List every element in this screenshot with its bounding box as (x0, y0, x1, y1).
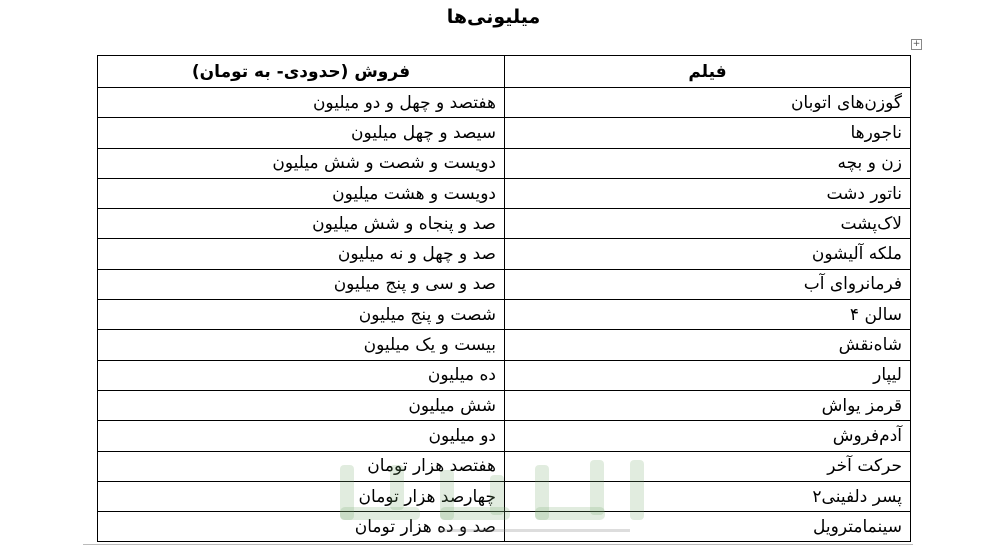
sales-cell: صد و چهل و نه میلیون (97, 238, 505, 270)
table-row: لاک‌پشت صد و پنجاه و شش میلیون (97, 208, 911, 240)
table-row: فرمانروای آب صد و سی و پنج میلیون (97, 268, 911, 301)
sales-cell: سیصد و چهل میلیون (97, 117, 505, 149)
table-row: آدم‌فروش دو میلیون (97, 420, 911, 452)
header-film: فیلم (504, 55, 911, 88)
sales-cell: صد و پنجاه و شش میلیون (97, 208, 505, 240)
film-cell: لیپار (504, 359, 911, 391)
film-cell: آدم‌فروش (504, 420, 911, 452)
sales-cell: صد و ده هزار تومان (97, 511, 505, 543)
table-row: لیپار ده میلیون (97, 359, 911, 391)
sales-cell: شش میلیون (97, 389, 505, 422)
film-cell: ناتور دشت (504, 177, 911, 210)
table-row: شاه‌نقش بیست و یک میلیون (97, 329, 911, 361)
sales-cell: ده میلیون (97, 359, 505, 391)
table-row: حرکت آخر هفتصد هزار تومان (97, 450, 911, 482)
sales-cell: دو میلیون (97, 420, 505, 452)
table-row: سینمامترویل صد و ده هزار تومان (97, 511, 911, 543)
table-row: ناتور دشت دویست و هشت میلیون (97, 177, 911, 210)
table-header-row: فیلم فروش (حدودی- به تومان) (97, 55, 911, 88)
film-cell: گوزن‌های اتوبان (504, 86, 911, 119)
sales-cell: صد و سی و پنج میلیون (97, 268, 505, 301)
table-row: گوزن‌های اتوبان هفتصد و چهل و دو میلیون (97, 86, 911, 119)
table-row: سالن ۴ شصت و پنج میلیون (97, 299, 911, 331)
page-edge-divider (83, 544, 913, 545)
film-cell: زن و بچه (504, 147, 911, 179)
document-title: میلیونی‌ها (446, 6, 541, 28)
film-cell: ناجورها (504, 117, 911, 149)
header-sales: فروش (حدودی- به تومان) (97, 55, 505, 88)
film-cell: حرکت آخر (504, 450, 911, 482)
sales-cell: چهارصد هزار تومان (97, 480, 505, 513)
sales-cell: هفتصد هزار تومان (97, 450, 505, 482)
sales-table: فیلم فروش (حدودی- به تومان) گوزن‌های اتو… (97, 55, 911, 543)
film-cell: قرمز یواش (504, 389, 911, 422)
table-row: قرمز یواش شش میلیون (97, 389, 911, 422)
table-move-handle-icon[interactable]: + (911, 39, 922, 50)
film-cell: شاه‌نقش (504, 329, 911, 361)
sales-cell: بیست و یک میلیون (97, 329, 505, 361)
film-cell: لاک‌پشت (504, 208, 911, 240)
table-row: پسر دلفینی۲ چهارصد هزار تومان (97, 480, 911, 513)
sales-cell: دویست و شصت و شش میلیون (97, 147, 505, 179)
film-cell: فرمانروای آب (504, 268, 911, 301)
film-cell: پسر دلفینی۲ (504, 480, 911, 513)
table-row: ناجورها سیصد و چهل میلیون (97, 117, 911, 149)
table-row: زن و بچه دویست و شصت و شش میلیون (97, 147, 911, 179)
film-cell: ملکه آلیشون (504, 238, 911, 270)
sales-cell: دویست و هشت میلیون (97, 177, 505, 210)
film-cell: سالن ۴ (504, 299, 911, 331)
film-cell: سینمامترویل (504, 511, 911, 543)
sales-cell: هفتصد و چهل و دو میلیون (97, 86, 505, 119)
sales-cell: شصت و پنج میلیون (97, 299, 505, 331)
table-row: ملکه آلیشون صد و چهل و نه میلیون (97, 238, 911, 270)
